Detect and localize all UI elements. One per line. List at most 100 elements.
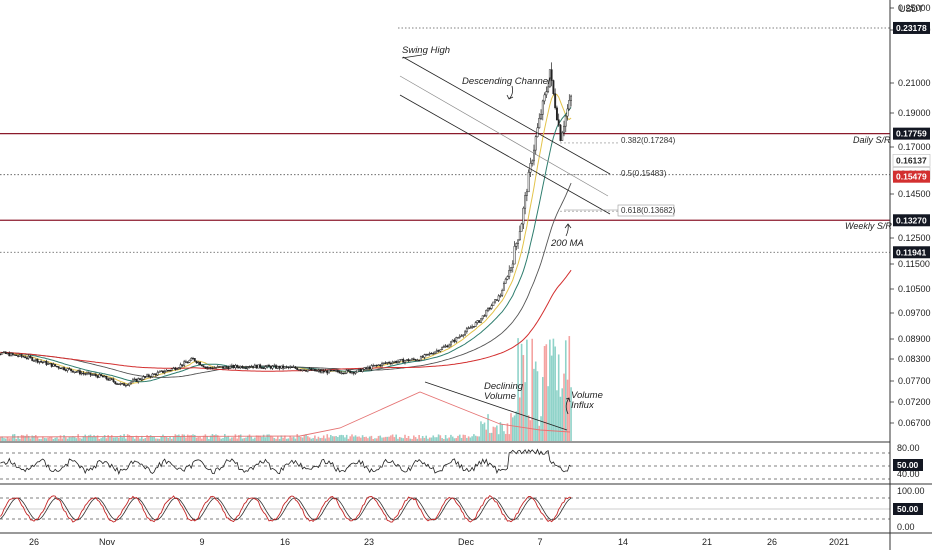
currency-label: USDT	[899, 4, 924, 14]
candle-body	[335, 370, 338, 372]
volume-bar	[31, 435, 34, 441]
volume-bar	[469, 437, 472, 441]
volume-bar	[370, 435, 373, 441]
candle-body	[199, 361, 202, 366]
price-tag-label: 0.11941	[896, 247, 927, 257]
candle-body	[312, 368, 315, 371]
candle-body	[363, 367, 366, 370]
candle-body	[107, 378, 110, 381]
volume-bar	[296, 434, 299, 441]
volume-bar	[437, 434, 440, 441]
candle-body	[534, 136, 537, 151]
ma200-line	[0, 269, 572, 372]
candle-body	[167, 369, 170, 372]
volume-bar	[349, 436, 352, 441]
candle-body	[439, 349, 442, 352]
candle-body	[278, 366, 281, 369]
candle-body	[268, 365, 270, 367]
candle-body	[540, 114, 542, 119]
time-axis[interactable]: 26 Nov 9 16 23 Dec 7 14 21 26 2021	[29, 537, 849, 547]
volume-bar	[72, 436, 74, 441]
volume-bar	[568, 336, 571, 441]
candle-body	[142, 376, 145, 380]
candle-body	[25, 357, 28, 359]
volume-bar	[363, 437, 366, 441]
price-tick-label: 0.09700	[898, 308, 931, 318]
volume-bar	[65, 437, 67, 441]
volume-bar	[91, 436, 94, 441]
candle-body	[232, 365, 235, 369]
volume-bar	[27, 435, 30, 441]
volume-bar	[34, 435, 37, 441]
volume-bar	[476, 436, 479, 441]
drawings	[399, 54, 618, 431]
volume-ma-line	[0, 391, 571, 438]
price-tick-label: 0.21000	[898, 78, 931, 88]
candle-body	[236, 365, 239, 368]
price-tick-label: 0.08300	[898, 354, 931, 364]
volume-bar	[220, 438, 223, 441]
candle-body	[183, 361, 186, 366]
volume-bar	[393, 437, 396, 441]
candle-body	[181, 364, 184, 366]
volume-bar	[474, 435, 477, 441]
volume-bar	[289, 435, 291, 441]
volume-bar	[409, 438, 412, 441]
volume-bar	[130, 435, 132, 441]
candle-body	[393, 361, 396, 363]
volume-bar	[169, 436, 171, 441]
rsi-value-text: 50.00	[897, 460, 919, 470]
candle-body	[144, 376, 147, 378]
candle-body	[96, 375, 99, 378]
price-tag-box	[893, 170, 930, 183]
volume-bar	[379, 435, 382, 441]
volume-bar	[524, 382, 526, 441]
volume-bar	[66, 438, 69, 441]
volume-bar	[411, 438, 413, 441]
candle-body	[536, 127, 539, 138]
candle-body	[22, 356, 25, 358]
volume-bar	[420, 438, 422, 441]
volume-bar	[503, 431, 505, 441]
candle-body	[495, 299, 498, 301]
volume-bar	[135, 435, 138, 441]
candle-body	[285, 366, 288, 368]
volume-bar	[57, 438, 60, 441]
price-tag-label: 0.13270	[896, 215, 927, 225]
candle-body	[435, 350, 438, 353]
candle-body	[326, 370, 329, 374]
volume-bar	[310, 438, 313, 441]
candle-body	[110, 378, 113, 380]
candle-body	[391, 362, 394, 364]
volume-bar	[287, 438, 290, 441]
candle-body	[101, 375, 104, 378]
volume-bar	[416, 438, 419, 441]
candle-body	[179, 364, 182, 368]
volume-bar	[140, 435, 143, 441]
volume-bar	[102, 437, 104, 441]
volume-bar	[457, 435, 459, 441]
volume-bar	[414, 437, 417, 441]
candle-body	[33, 360, 35, 362]
candle-body	[52, 364, 55, 367]
volume-bar	[423, 437, 426, 441]
volume-bar	[190, 435, 193, 441]
volume-bar	[82, 436, 85, 441]
volume-bar	[254, 437, 256, 441]
candle-body	[398, 359, 401, 362]
candlesticks	[0, 62, 573, 388]
candle-body	[184, 361, 187, 363]
volume-bar	[103, 435, 106, 441]
price-axis[interactable]: USDT 0.250000.230000.210000.190000.17000…	[890, 3, 931, 532]
volume-bar	[52, 438, 55, 441]
volume-bar	[181, 434, 184, 441]
volume-bar	[430, 437, 433, 441]
volume-bar	[561, 388, 564, 441]
rsi-value-tag	[893, 459, 923, 471]
volume-bar	[444, 435, 447, 441]
volume-bar	[398, 437, 401, 441]
candle-body	[50, 363, 53, 367]
candle-body	[423, 354, 426, 358]
